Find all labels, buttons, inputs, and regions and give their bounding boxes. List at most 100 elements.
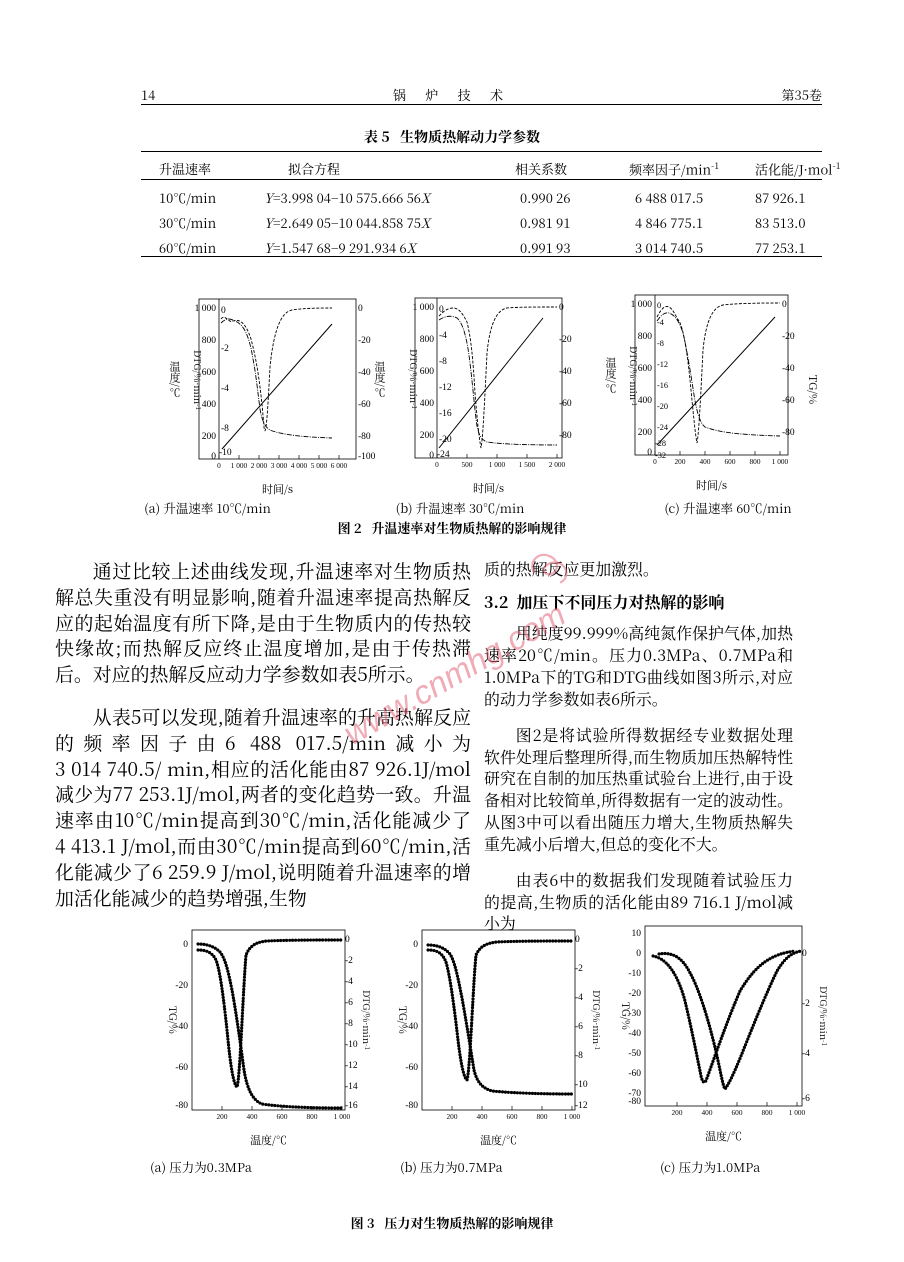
svg-text:600: 600 bbox=[277, 1112, 288, 1121]
svg-text:-4: -4 bbox=[345, 977, 353, 987]
svg-text:600: 600 bbox=[420, 367, 435, 377]
svg-text:1 000: 1 000 bbox=[489, 460, 506, 469]
svg-text:400: 400 bbox=[420, 399, 435, 409]
svg-text:500: 500 bbox=[462, 460, 473, 469]
svg-text:1 000: 1 000 bbox=[564, 1112, 581, 1121]
svg-text:-6: -6 bbox=[575, 1022, 583, 1032]
svg-text:600: 600 bbox=[507, 1112, 518, 1121]
svg-text:-20: -20 bbox=[559, 335, 572, 345]
svg-text:600: 600 bbox=[732, 1108, 743, 1117]
svg-text:-24: -24 bbox=[657, 423, 669, 432]
svg-text:1 500: 1 500 bbox=[519, 460, 536, 469]
svg-text:-10: -10 bbox=[219, 448, 232, 458]
svg-text:0: 0 bbox=[358, 304, 363, 314]
svg-text:3 000: 3 000 bbox=[271, 461, 288, 470]
svg-text:0: 0 bbox=[647, 448, 652, 458]
svg-text:-6: -6 bbox=[345, 998, 353, 1008]
svg-text:1 000: 1 000 bbox=[413, 303, 435, 313]
svg-text:-4: -4 bbox=[802, 1049, 810, 1059]
svg-text:-8: -8 bbox=[221, 424, 229, 434]
svg-text:-80: -80 bbox=[559, 431, 572, 441]
svg-text:0: 0 bbox=[439, 305, 444, 315]
svg-text:5 000: 5 000 bbox=[311, 461, 328, 470]
svg-text:-16: -16 bbox=[345, 1101, 358, 1111]
svg-text:-80: -80 bbox=[405, 1101, 418, 1111]
svg-text:-100: -100 bbox=[358, 452, 376, 462]
svg-text:-60: -60 bbox=[559, 399, 572, 409]
svg-text:-20: -20 bbox=[657, 402, 668, 411]
svg-text:0: 0 bbox=[429, 451, 434, 461]
svg-text:1 000: 1 000 bbox=[772, 457, 789, 466]
svg-text:-8: -8 bbox=[439, 357, 447, 367]
svg-text:0: 0 bbox=[636, 949, 641, 959]
svg-text:1 000: 1 000 bbox=[334, 1112, 351, 1121]
svg-text:400: 400 bbox=[700, 457, 711, 466]
svg-text:-28: -28 bbox=[655, 439, 666, 448]
svg-text:800: 800 bbox=[307, 1112, 318, 1121]
svg-text:6 000: 6 000 bbox=[331, 461, 348, 470]
svg-text:-10: -10 bbox=[575, 1080, 588, 1090]
svg-text:800: 800 bbox=[420, 335, 435, 345]
svg-text:1 000: 1 000 bbox=[195, 304, 217, 314]
svg-text:-20: -20 bbox=[439, 435, 452, 445]
svg-text:-20: -20 bbox=[782, 332, 795, 342]
svg-text:-16: -16 bbox=[439, 409, 452, 419]
svg-text:-16: -16 bbox=[657, 381, 668, 390]
svg-text:-60: -60 bbox=[405, 1063, 418, 1073]
svg-text:800: 800 bbox=[537, 1112, 548, 1121]
svg-text:-4: -4 bbox=[221, 384, 229, 394]
svg-text:800: 800 bbox=[750, 457, 761, 466]
svg-text:200: 200 bbox=[675, 457, 686, 466]
svg-text:-2: -2 bbox=[802, 999, 810, 1009]
svg-text:400: 400 bbox=[247, 1112, 258, 1121]
svg-text:-80: -80 bbox=[358, 432, 371, 442]
svg-text:200: 200 bbox=[217, 1112, 228, 1121]
svg-text:-2: -2 bbox=[575, 964, 583, 974]
svg-text:0: 0 bbox=[211, 452, 216, 462]
svg-text:-60: -60 bbox=[175, 1063, 188, 1073]
svg-text:200: 200 bbox=[420, 431, 435, 441]
svg-text:0: 0 bbox=[221, 306, 226, 316]
svg-text:-80: -80 bbox=[175, 1101, 188, 1111]
svg-text:0: 0 bbox=[413, 940, 418, 950]
svg-text:-8: -8 bbox=[657, 339, 664, 348]
svg-text:4 000: 4 000 bbox=[291, 461, 308, 470]
svg-text:-4: -4 bbox=[439, 331, 447, 341]
svg-text:-2: -2 bbox=[221, 344, 229, 354]
svg-text:800: 800 bbox=[762, 1108, 773, 1117]
svg-text:0: 0 bbox=[559, 303, 564, 313]
svg-text:-12: -12 bbox=[575, 1101, 588, 1111]
svg-text:-12: -12 bbox=[657, 360, 668, 369]
svg-text:1 000: 1 000 bbox=[789, 1108, 806, 1117]
svg-text:600: 600 bbox=[725, 457, 736, 466]
svg-text:-80: -80 bbox=[782, 428, 795, 438]
svg-text:-8: -8 bbox=[345, 1019, 353, 1029]
svg-text:1 000: 1 000 bbox=[231, 461, 248, 470]
svg-text:-12: -12 bbox=[439, 383, 452, 393]
svg-text:0: 0 bbox=[183, 940, 188, 950]
svg-text:2 000: 2 000 bbox=[251, 461, 268, 470]
svg-text:400: 400 bbox=[702, 1108, 713, 1117]
svg-text:200: 200 bbox=[447, 1112, 458, 1121]
svg-text:-6: -6 bbox=[802, 1094, 810, 1104]
svg-text:-60: -60 bbox=[628, 1069, 641, 1079]
svg-text:0: 0 bbox=[345, 935, 350, 945]
svg-text:-60: -60 bbox=[782, 396, 795, 406]
svg-text:-80: -80 bbox=[628, 1097, 641, 1107]
svg-text:0: 0 bbox=[653, 457, 657, 466]
svg-text:0: 0 bbox=[657, 301, 661, 310]
svg-text:-14: -14 bbox=[345, 1082, 358, 1092]
svg-text:0: 0 bbox=[435, 460, 439, 469]
svg-text:-2: -2 bbox=[345, 956, 353, 966]
svg-text:200: 200 bbox=[202, 432, 217, 442]
svg-text:1 000: 1 000 bbox=[631, 300, 653, 310]
svg-text:-4: -4 bbox=[575, 993, 583, 1003]
svg-text:0: 0 bbox=[782, 300, 787, 310]
svg-text:-10: -10 bbox=[345, 1040, 358, 1050]
svg-text:-10: -10 bbox=[628, 969, 641, 979]
svg-text:200: 200 bbox=[672, 1108, 683, 1117]
svg-text:-40: -40 bbox=[559, 367, 572, 377]
svg-text:-12: -12 bbox=[345, 1061, 358, 1071]
svg-text:-4: -4 bbox=[657, 318, 665, 327]
svg-text:10: 10 bbox=[632, 929, 642, 939]
